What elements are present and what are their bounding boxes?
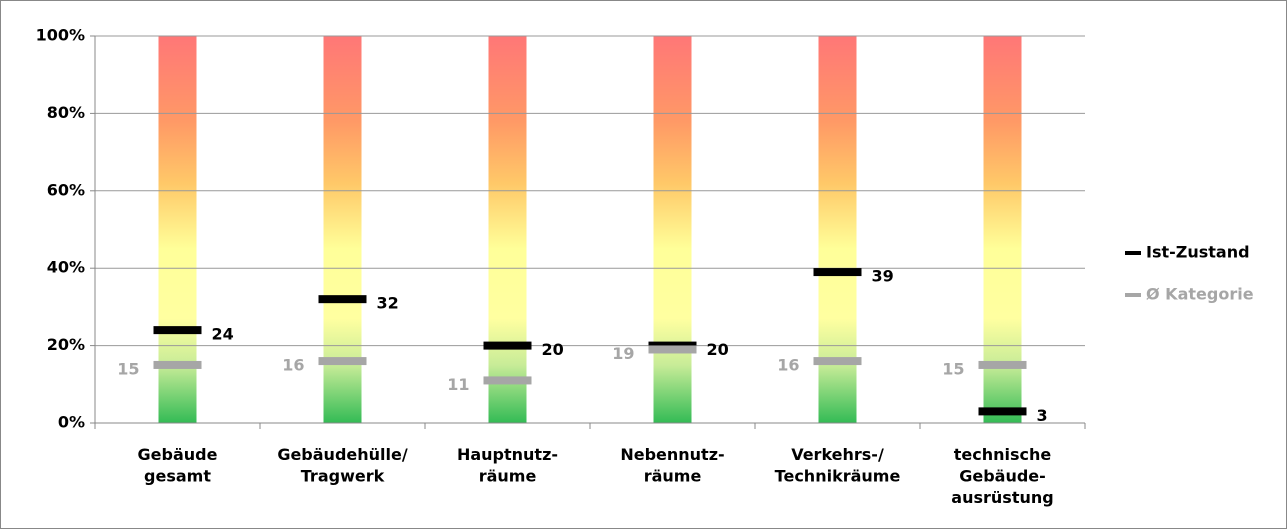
marker (813, 268, 862, 277)
marker (978, 407, 1027, 416)
marker (978, 360, 1027, 369)
data-label: 16 (777, 356, 799, 375)
data-label: 32 (377, 294, 399, 313)
scale-background (653, 36, 692, 423)
x-tick-label: Verkehrs-/Technikräume (775, 445, 901, 486)
y-tick-label: 100% (36, 26, 85, 45)
legend-swatch (1125, 293, 1141, 297)
y-tick-label: 0% (58, 413, 85, 432)
data-label: 24 (212, 325, 234, 344)
plot-area (95, 36, 1085, 423)
marker (648, 345, 697, 354)
marker (153, 326, 202, 335)
data-label: 11 (447, 375, 469, 394)
data-label: 39 (872, 267, 894, 286)
marker (813, 357, 862, 366)
x-tick-label: Gebäude gesamt (138, 445, 218, 486)
legend-label: Ist-Zustand (1146, 243, 1250, 262)
x-tick-label: technische Gebäude-ausrüstung (951, 445, 1053, 507)
data-label: 20 (707, 340, 729, 359)
y-tick-label: 40% (47, 258, 85, 277)
scale-background (488, 36, 527, 423)
legend-swatch (1125, 251, 1141, 255)
x-tick-label: Nebennutz-räume (620, 445, 724, 486)
y-tick-label: 20% (47, 335, 85, 354)
x-tick-label: Hauptnutz-räume (457, 445, 558, 486)
data-label: 15 (942, 359, 964, 378)
data-label: 16 (282, 356, 304, 375)
marker (318, 357, 367, 366)
data-label: 3 (1037, 406, 1048, 425)
scale-background (158, 36, 197, 423)
scale-background (983, 36, 1022, 423)
marker (153, 360, 202, 369)
x-tick-label: Gebäudehülle/Tragwerk (277, 445, 408, 486)
data-label: 19 (612, 344, 634, 363)
marker (483, 376, 532, 385)
marker (483, 341, 532, 350)
legend-label: Ø Kategorie (1146, 285, 1254, 304)
data-label: 15 (117, 359, 139, 378)
y-tick-label: 60% (47, 180, 85, 199)
y-tick-label: 80% (47, 103, 85, 122)
data-label: 20 (542, 340, 564, 359)
marker (318, 295, 367, 304)
